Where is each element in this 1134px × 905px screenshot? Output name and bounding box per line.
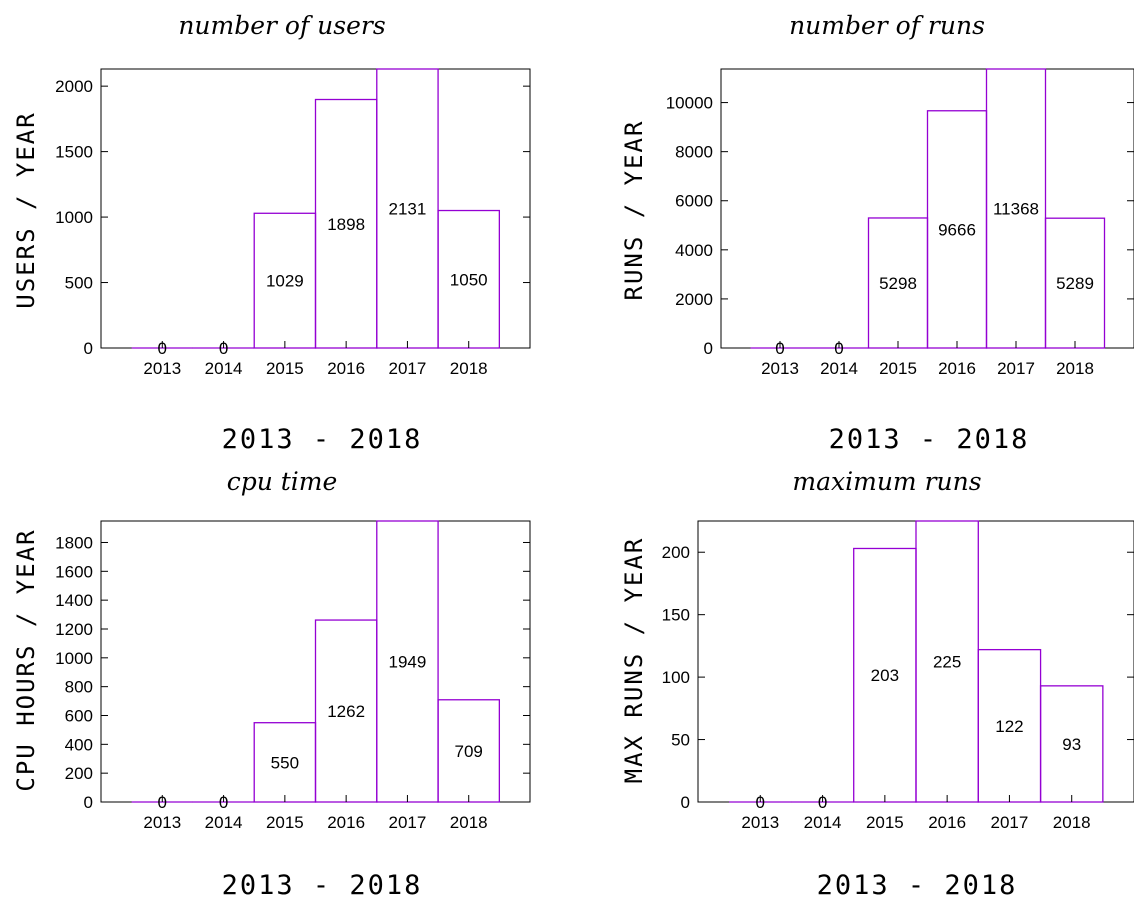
y-tick-label: 2000 (675, 290, 713, 309)
y-tick-label: 100 (662, 668, 690, 687)
plot-area: 0200400600800100012001400160018002013020… (55, 520, 530, 832)
y-tick-label: 400 (65, 735, 93, 754)
data-label: 225 (933, 653, 961, 672)
data-label: 93 (1062, 735, 1081, 754)
y-axis-label: USERS / YEAR (12, 111, 40, 308)
data-label: 1898 (327, 215, 365, 234)
data-label: 0 (834, 339, 843, 358)
data-label: 0 (158, 793, 167, 812)
x-tick-label: 2015 (266, 813, 304, 832)
x-tick-label: 2013 (143, 359, 181, 378)
chart-title: number of users (178, 11, 385, 40)
chart-title: maximum runs (792, 467, 981, 496)
x-tick-label: 2016 (327, 359, 365, 378)
y-tick-label: 1000 (55, 208, 93, 227)
y-axis-label: CPU HOURS / YEAR (12, 528, 40, 791)
data-label: 0 (775, 339, 784, 358)
y-tick-label: 8000 (675, 143, 713, 162)
x-tick-label: 2018 (450, 359, 488, 378)
y-axis-label: RUNS / YEAR (620, 120, 648, 301)
y-tick-label: 0 (704, 339, 713, 358)
chart-panel-runs: number of runs RUNS / YEAR 2013 - 2018 0… (620, 11, 1134, 455)
x-axis-label: 2013 - 2018 (222, 870, 423, 901)
y-tick-label: 0 (84, 793, 93, 812)
y-tick-label: 0 (84, 339, 93, 358)
x-tick-label: 2014 (820, 359, 858, 378)
plot-area: 0501001502002013020140201520320162252017… (662, 520, 1134, 832)
y-tick-label: 2000 (55, 77, 93, 96)
y-tick-label: 1200 (55, 620, 93, 639)
x-tick-label: 2015 (879, 359, 917, 378)
chart-title: number of runs (789, 11, 985, 40)
y-tick-label: 1400 (55, 591, 93, 610)
data-label: 550 (271, 753, 299, 772)
data-label: 0 (219, 793, 228, 812)
data-label: 9666 (938, 220, 976, 239)
data-label: 5289 (1056, 274, 1094, 293)
y-tick-label: 4000 (675, 241, 713, 260)
data-label: 1262 (327, 702, 365, 721)
y-tick-label: 200 (65, 764, 93, 783)
y-tick-label: 1600 (55, 562, 93, 581)
chart-panel-users: number of users USERS / YEAR 2013 - 2018… (12, 11, 531, 455)
y-tick-label: 800 (65, 678, 93, 697)
data-label: 709 (455, 742, 483, 761)
y-tick-label: 50 (671, 731, 690, 750)
y-tick-label: 10000 (666, 94, 713, 113)
x-tick-label: 2018 (1056, 359, 1094, 378)
data-label: 5298 (879, 274, 917, 293)
chart-title: cpu time (227, 467, 338, 496)
x-axis-label: 2013 - 2018 (817, 870, 1018, 901)
y-tick-label: 1000 (55, 649, 93, 668)
chart-panel-cpu: cpu time CPU HOURS / YEAR 2013 - 2018 02… (12, 467, 531, 901)
x-tick-label: 2016 (938, 359, 976, 378)
data-label: 1949 (389, 653, 427, 672)
x-tick-label: 2015 (866, 813, 904, 832)
data-label: 2131 (389, 200, 427, 219)
y-tick-label: 0 (681, 793, 690, 812)
data-label: 0 (756, 793, 765, 812)
x-tick-label: 2013 (761, 359, 799, 378)
x-tick-label: 2014 (804, 813, 842, 832)
data-label: 0 (219, 339, 228, 358)
plot-area: 0200040006000800010000201302014020155298… (666, 68, 1134, 378)
x-tick-label: 2018 (1053, 813, 1091, 832)
x-tick-label: 2018 (450, 813, 488, 832)
x-tick-label: 2013 (143, 813, 181, 832)
data-label: 1029 (266, 272, 304, 291)
x-tick-label: 2014 (205, 359, 243, 378)
x-tick-label: 2016 (327, 813, 365, 832)
data-label: 1050 (450, 270, 488, 289)
data-label: 0 (818, 793, 827, 812)
x-tick-label: 2014 (205, 813, 243, 832)
data-label: 0 (158, 339, 167, 358)
plot-area: 0500100015002000201302014020151029201618… (55, 68, 530, 378)
x-tick-label: 2016 (928, 813, 966, 832)
x-tick-label: 2017 (997, 359, 1035, 378)
y-tick-label: 150 (662, 606, 690, 625)
y-tick-label: 1500 (55, 143, 93, 162)
y-tick-label: 600 (65, 706, 93, 725)
y-tick-label: 500 (65, 274, 93, 293)
x-axis-label: 2013 - 2018 (829, 424, 1030, 455)
data-label: 122 (995, 717, 1023, 736)
x-tick-label: 2013 (741, 813, 779, 832)
y-tick-label: 1800 (55, 533, 93, 552)
chart-panel-max-runs: maximum runs MAX RUNS / YEAR 2013 - 2018… (620, 467, 1134, 901)
x-tick-label: 2017 (991, 813, 1029, 832)
y-tick-label: 6000 (675, 192, 713, 211)
data-label: 203 (871, 666, 899, 685)
data-label: 11368 (993, 200, 1039, 219)
x-axis-label: 2013 - 2018 (222, 424, 423, 455)
x-tick-label: 2017 (389, 813, 427, 832)
x-tick-label: 2015 (266, 359, 304, 378)
x-tick-label: 2017 (389, 359, 427, 378)
y-axis-label: MAX RUNS / YEAR (620, 537, 648, 784)
y-tick-label: 200 (662, 543, 690, 562)
